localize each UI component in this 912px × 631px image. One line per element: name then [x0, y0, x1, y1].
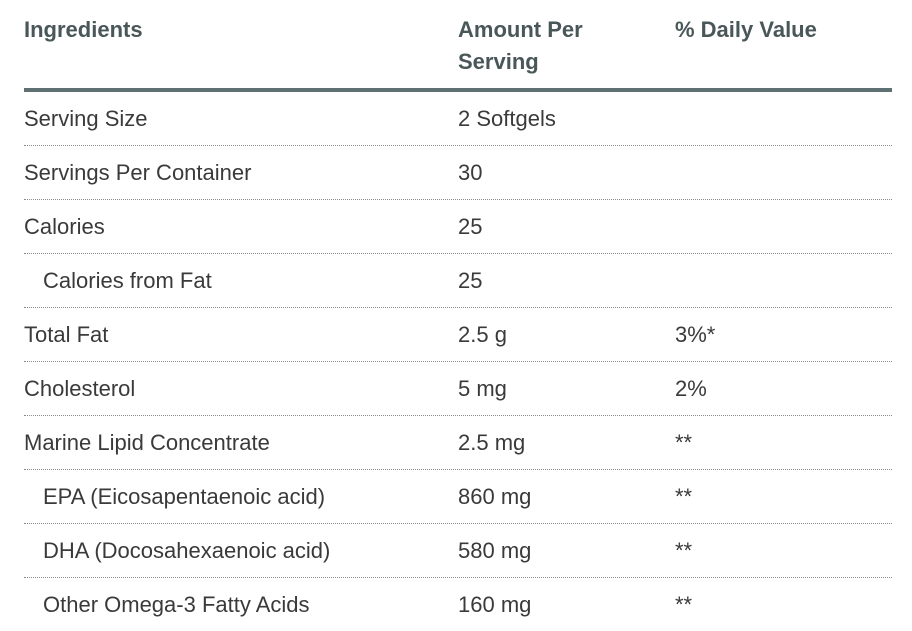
table-cell: Calories from Fat — [43, 268, 212, 293]
table-cell: 30 — [458, 160, 483, 185]
table-cell: Servings Per Container — [24, 160, 252, 185]
table-cell: ** — [675, 592, 693, 617]
table-cell: DHA (Docosahexaenoic acid) — [43, 538, 331, 563]
table-row: DHA (Docosahexaenoic acid) 580 mg ** — [24, 524, 892, 578]
table-row: Servings Per Container 30 — [24, 146, 892, 200]
table-row: Cholesterol 5 mg 2% — [24, 362, 892, 416]
table-cell: ** — [675, 484, 693, 509]
table-cell: Other Omega-3 Fatty Acids — [43, 592, 310, 617]
table-cell: Calories — [24, 214, 105, 239]
table-cell: 5 mg — [458, 376, 507, 401]
table-cell: Cholesterol — [24, 376, 136, 401]
table-cell: ** — [675, 430, 693, 455]
table-cell: Serving Size — [24, 106, 148, 131]
table-cell: 25 — [458, 268, 483, 293]
table-cell: 2.5 mg — [458, 430, 526, 455]
table-cell: 2 Softgels — [458, 106, 556, 131]
table-cell: Total Fat — [24, 322, 109, 347]
table-row: Calories 25 — [24, 200, 892, 254]
nutrition-table: Ingredients Amount Per Serving % Daily V… — [24, 14, 892, 631]
table-cell: EPA (Eicosapentaenoic acid) — [43, 484, 326, 509]
table-row: Total Fat 2.5 g 3%* — [24, 308, 892, 362]
table-cell: 3%* — [675, 322, 716, 347]
table-cell: 25 — [458, 214, 483, 239]
column-header: Amount Per Serving — [458, 17, 583, 74]
table-row: Calories from Fat 25 — [24, 254, 892, 308]
table-cell: 580 mg — [458, 538, 532, 563]
column-header: Ingredients — [24, 17, 143, 42]
table-row: EPA (Eicosapentaenoic acid) 860 mg ** — [24, 470, 892, 524]
table-header: Ingredients Amount Per Serving % Daily V… — [24, 14, 892, 92]
table-row: Marine Lipid Concentrate 2.5 mg ** — [24, 416, 892, 470]
table-cell: 160 mg — [458, 592, 532, 617]
table-cell: 2% — [675, 376, 707, 401]
column-header: % Daily Value — [675, 17, 817, 42]
table-cell: ** — [675, 538, 693, 563]
table-row: Serving Size 2 Softgels — [24, 92, 892, 146]
table-body: Serving Size 2 Softgels Servings Per Conta… — [24, 92, 892, 631]
table-row: Other Omega-3 Fatty Acids 160 mg ** — [24, 578, 892, 631]
table-cell: 2.5 g — [458, 322, 507, 347]
table-cell: 860 mg — [458, 484, 532, 509]
table-cell: Marine Lipid Concentrate — [24, 430, 270, 455]
